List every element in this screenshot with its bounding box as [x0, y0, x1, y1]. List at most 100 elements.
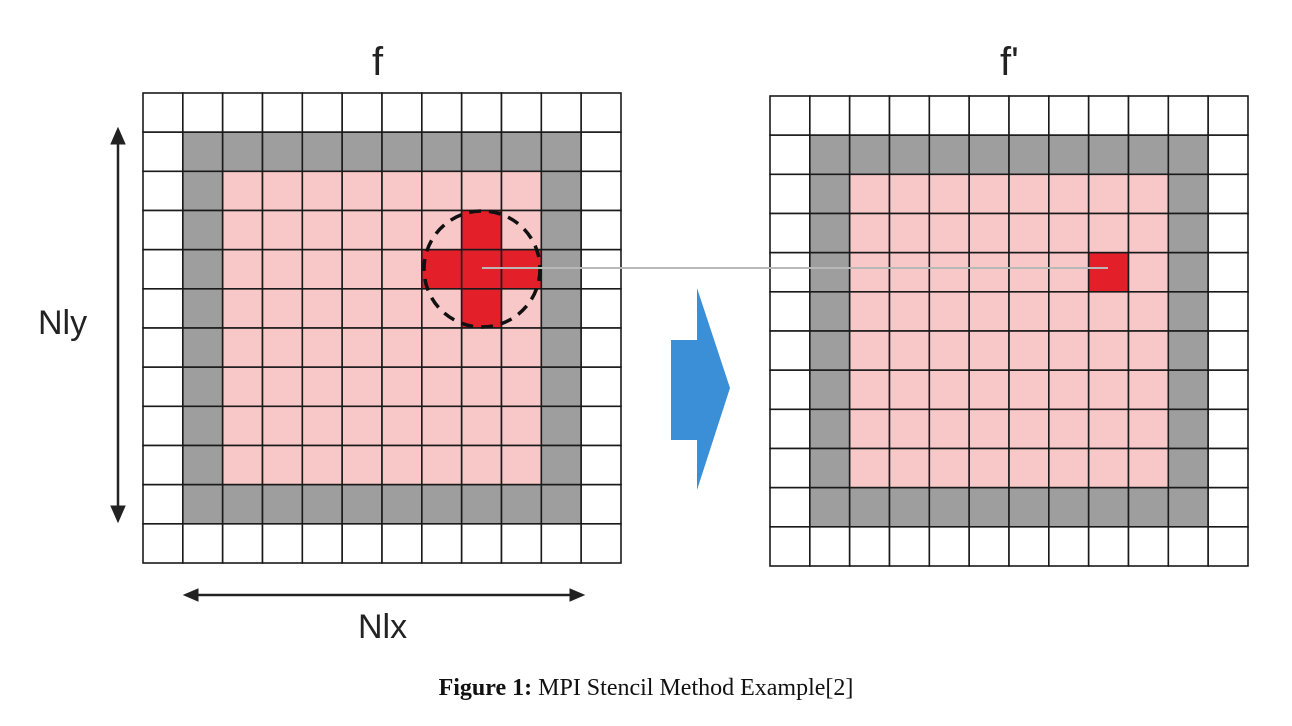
y-axis-label: Nly	[38, 304, 88, 342]
right-grid-cell	[1087, 330, 1130, 371]
right-grid-cell	[769, 369, 811, 411]
left-grid-cell	[381, 170, 423, 212]
right-grid-cell	[848, 330, 891, 371]
left-grid-cell	[540, 131, 582, 173]
left-grid-cell	[261, 523, 304, 564]
right-grid-cell	[1127, 486, 1170, 528]
left-grid-cell	[301, 248, 343, 290]
left-grid-cell	[301, 288, 343, 329]
right-grid-cell	[1048, 291, 1090, 332]
left-grid-cell	[460, 523, 503, 564]
left-grid-cell	[261, 288, 304, 329]
left-grid-cell	[182, 209, 224, 251]
right-grid-cell	[1048, 447, 1090, 489]
left-grid-cell	[341, 131, 383, 173]
left-grid-cell	[580, 92, 622, 133]
right-grid-cell	[848, 369, 891, 411]
left-grid-cell	[381, 405, 423, 447]
right-grid-cell	[1087, 447, 1130, 489]
right-grid-cell	[848, 486, 891, 528]
caption-text: MPI Stencil Method Example[2]	[538, 675, 854, 701]
left-grid-cell	[142, 131, 184, 173]
right-grid-cell	[1008, 486, 1050, 528]
nlx-double-arrow	[182, 588, 586, 602]
right-grid-cell	[1008, 369, 1050, 411]
right-grid-cell	[848, 212, 891, 254]
right-grid-cell	[1087, 408, 1130, 450]
right-grid-cell	[968, 526, 1010, 567]
right-grid-cell	[928, 95, 970, 136]
right-grid-cell	[888, 173, 931, 215]
left-grid-cell	[341, 288, 383, 329]
right-grid-cell	[809, 134, 851, 176]
left-grid-cell	[421, 131, 463, 173]
right-grid-f-prime	[769, 95, 1249, 567]
left-grid-cell	[460, 170, 503, 212]
left-grid-cell	[540, 405, 582, 447]
right-grid-cell	[888, 369, 931, 411]
caption-label: Figure 1:	[438, 675, 533, 701]
right-grid-cell	[1087, 369, 1130, 411]
right-grid-cell	[1207, 408, 1249, 450]
right-grid-cell	[1167, 408, 1209, 450]
right-grid-cell	[1008, 291, 1050, 332]
right-grid-cell	[1048, 95, 1090, 136]
right-grid-cell	[1048, 369, 1090, 411]
right-grid-cell	[888, 486, 931, 528]
right-grid-cell	[928, 173, 970, 215]
left-grid-cell	[500, 131, 543, 173]
right-grid-cell	[968, 251, 1010, 293]
right-grid-cell	[1167, 212, 1209, 254]
right-grid-cell	[1167, 486, 1209, 528]
left-grid-cell	[261, 209, 304, 251]
left-grid-cell	[580, 209, 622, 251]
left-grid-cell	[500, 209, 543, 251]
right-grid-cell	[1048, 330, 1090, 371]
left-grid-stencil-cell	[460, 248, 503, 290]
left-grid-cell	[182, 366, 224, 408]
right-grid-cell	[769, 447, 811, 489]
left-grid-cell	[182, 170, 224, 212]
left-grid-cell	[182, 92, 224, 133]
right-grid-cell	[1087, 212, 1130, 254]
left-grid-cell	[580, 405, 622, 447]
left-grid-cell	[182, 405, 224, 447]
left-grid-cell	[221, 483, 264, 525]
left-grid-cell	[540, 248, 582, 290]
left-grid-title: f	[372, 40, 384, 84]
right-grid-cell	[1207, 486, 1249, 528]
right-grid-cell	[809, 526, 851, 567]
right-grid-cell	[1087, 173, 1130, 215]
right-grid-cell	[968, 173, 1010, 215]
left-grid-cell	[261, 170, 304, 212]
x-axis-label: Nlx	[358, 608, 408, 646]
left-grid-stencil-cell	[460, 288, 503, 329]
right-grid-cell	[928, 486, 970, 528]
left-grid-stencil-cell	[500, 248, 543, 290]
right-grid-cell	[928, 330, 970, 371]
left-grid-cell	[421, 405, 463, 447]
right-grid-cell	[1048, 251, 1090, 293]
right-grid-cell	[769, 330, 811, 371]
right-grid-cell	[848, 408, 891, 450]
transform-arrow	[671, 288, 730, 490]
right-grid-cell	[888, 408, 931, 450]
right-grid-cell	[968, 486, 1010, 528]
left-grid-cell	[540, 209, 582, 251]
left-grid-cell	[460, 483, 503, 525]
left-grid-cell	[381, 92, 423, 133]
left-grid-cell	[540, 366, 582, 408]
right-grid-cell	[769, 173, 811, 215]
left-grid-cell	[421, 523, 463, 564]
right-grid-cell	[1127, 251, 1170, 293]
right-grid-cell	[1207, 212, 1249, 254]
right-grid-cell	[769, 526, 811, 567]
right-grid-cell	[1008, 526, 1050, 567]
right-grid-cell	[1008, 134, 1050, 176]
left-grid-cell	[381, 209, 423, 251]
left-grid-cell	[261, 405, 304, 447]
right-grid-cell	[1127, 134, 1170, 176]
right-grid-cell	[1048, 173, 1090, 215]
left-grid-cell	[261, 444, 304, 486]
